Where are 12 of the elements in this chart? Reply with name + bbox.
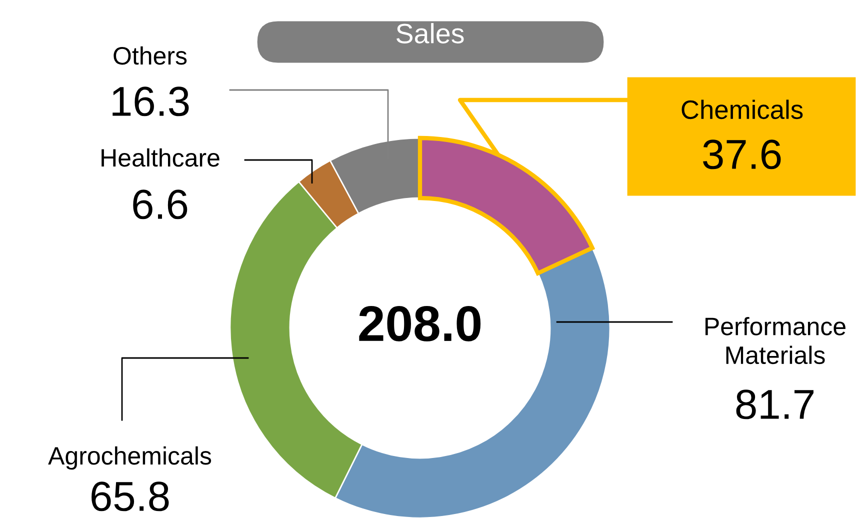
slice-label: Performance Materials [706,317,846,364]
data-label: 81.7 [736,390,814,420]
text: 208.0 [359,306,481,342]
data-label: 16.3 [112,86,189,116]
data-label: 65.8 [92,482,169,512]
chart-title: Sales [396,23,464,44]
data-label: 37.6 [703,140,781,170]
slice-label: Others [114,46,187,65]
slice-label: Healthcare [102,148,220,167]
data-label: 6.6 [133,190,188,220]
slice-label: Agrochemicals [48,446,212,470]
slice-label: Chemicals [682,100,803,120]
